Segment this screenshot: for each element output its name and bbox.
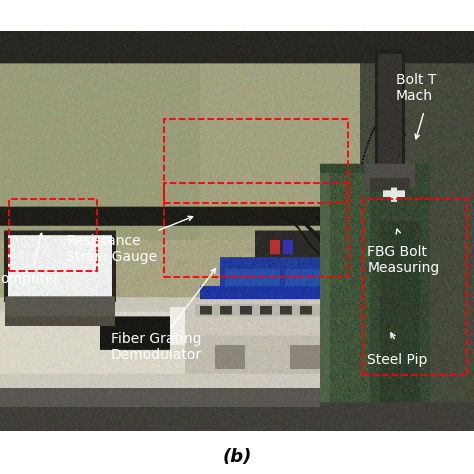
Bar: [164, 183, 348, 277]
Text: Resistance
Strain Gauge: Resistance Strain Gauge: [66, 216, 193, 264]
Bar: [363, 199, 467, 375]
Text: FBG Bolt
Measuring: FBG Bolt Measuring: [367, 245, 439, 275]
Text: Bolt T
Mach: Bolt T Mach: [396, 73, 436, 103]
Text: Steel Pip: Steel Pip: [367, 353, 428, 367]
Text: (b): (b): [222, 448, 252, 466]
Bar: [164, 119, 348, 203]
Text: omputer: omputer: [0, 233, 59, 286]
Bar: [9, 199, 97, 271]
Text: Fiber Grating
Demodulator: Fiber Grating Demodulator: [111, 269, 216, 362]
